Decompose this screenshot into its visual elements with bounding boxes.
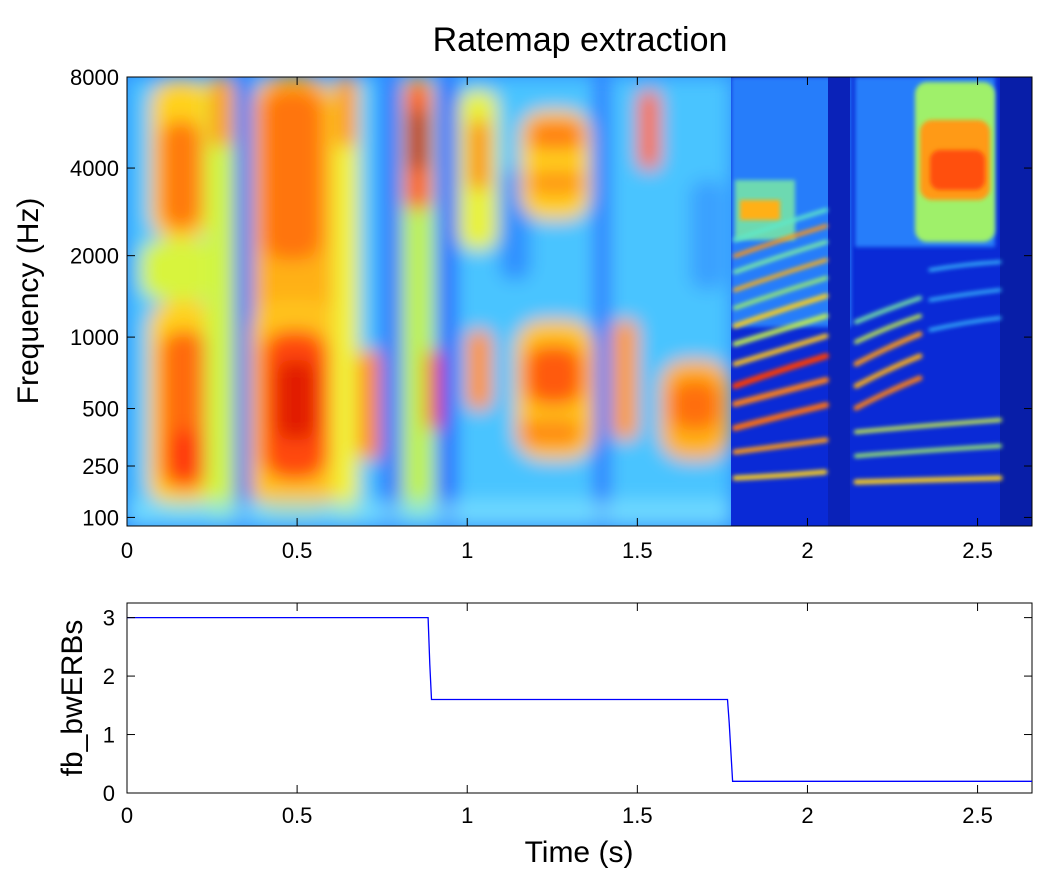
ratemap-x-tick-label: 0 — [121, 538, 133, 563]
bandwidth-x-axis-label: Time (s) — [525, 836, 634, 869]
ratemap-panel: Ratemap extraction Frequency (Hz) — [12, 21, 1033, 563]
ratemap-x-tick-label: 0.5 — [282, 538, 313, 563]
ratemap-y-tick-label: 250 — [82, 454, 119, 479]
ratemap-y-axis-label: Frequency (Hz) — [12, 198, 45, 405]
ratemap-x-ticks: 0 0.5 1 1.5 2 2.5 — [121, 77, 993, 563]
ratemap-y-tick-label: 500 — [82, 397, 119, 422]
harmonic-striations — [732, 208, 1003, 485]
bandwidth-axes-box — [126, 602, 1033, 794]
bandwidth-y-tick-label: 0 — [103, 781, 115, 806]
bandwidth-x-tick-label: 1.5 — [622, 803, 653, 828]
bandwidth-x-tick-label: 0 — [121, 803, 133, 828]
ratemap-title: Ratemap extraction — [433, 21, 728, 59]
ratemap-x-tick-label: 2 — [801, 538, 813, 563]
bandwidth-x-tick-label: 2.5 — [962, 803, 993, 828]
bandwidth-y-tick-label: 2 — [103, 664, 115, 689]
ratemap-axes-box — [126, 76, 1033, 527]
bandwidth-y-axis-label: fb_bwERBs — [56, 620, 89, 777]
ratemap-y-tick-label: 4000 — [70, 156, 119, 181]
ratemap-y-tick-label: 1000 — [70, 325, 119, 350]
ratemap-smooth-region — [127, 77, 731, 526]
bandwidth-x-tick-label: 1 — [461, 803, 473, 828]
bandwidth-x-tick-label: 2 — [801, 803, 813, 828]
bandwidth-y-tick-label: 3 — [103, 606, 115, 631]
ratemap-x-tick-label: 1.5 — [622, 538, 653, 563]
ratemap-y-tick-label: 8000 — [70, 65, 119, 90]
ratemap-y-tick-label: 2000 — [70, 244, 119, 269]
bandwidth-series — [127, 616, 1032, 782]
bandwidth-y-ticks: 0 1 2 3 — [103, 606, 1032, 806]
ratemap-x-tick-label: 1 — [461, 538, 473, 563]
bandwidth-y-tick-label: 1 — [103, 723, 115, 748]
bandwidth-x-tick-label: 0.5 — [282, 803, 313, 828]
bandwidth-x-ticks: 0 0.5 1 1.5 2 2.5 — [121, 603, 993, 828]
ratemap-y-tick-label: 100 — [82, 505, 119, 530]
ratemap-x-tick-label: 2.5 — [962, 538, 993, 563]
bandwidth-series-line — [127, 616, 1032, 782]
ratemap-fine-region — [731, 77, 1032, 526]
ratemap-heatmap — [127, 77, 1032, 526]
bandwidth-panel: fb_bwERBs Time (s) 0 0.5 1 1.5 2 2.5 0 1 2 3 — [56, 602, 1033, 869]
ratemap-y-ticks: 100 250 500 1000 2000 4000 8000 — [70, 65, 1032, 530]
